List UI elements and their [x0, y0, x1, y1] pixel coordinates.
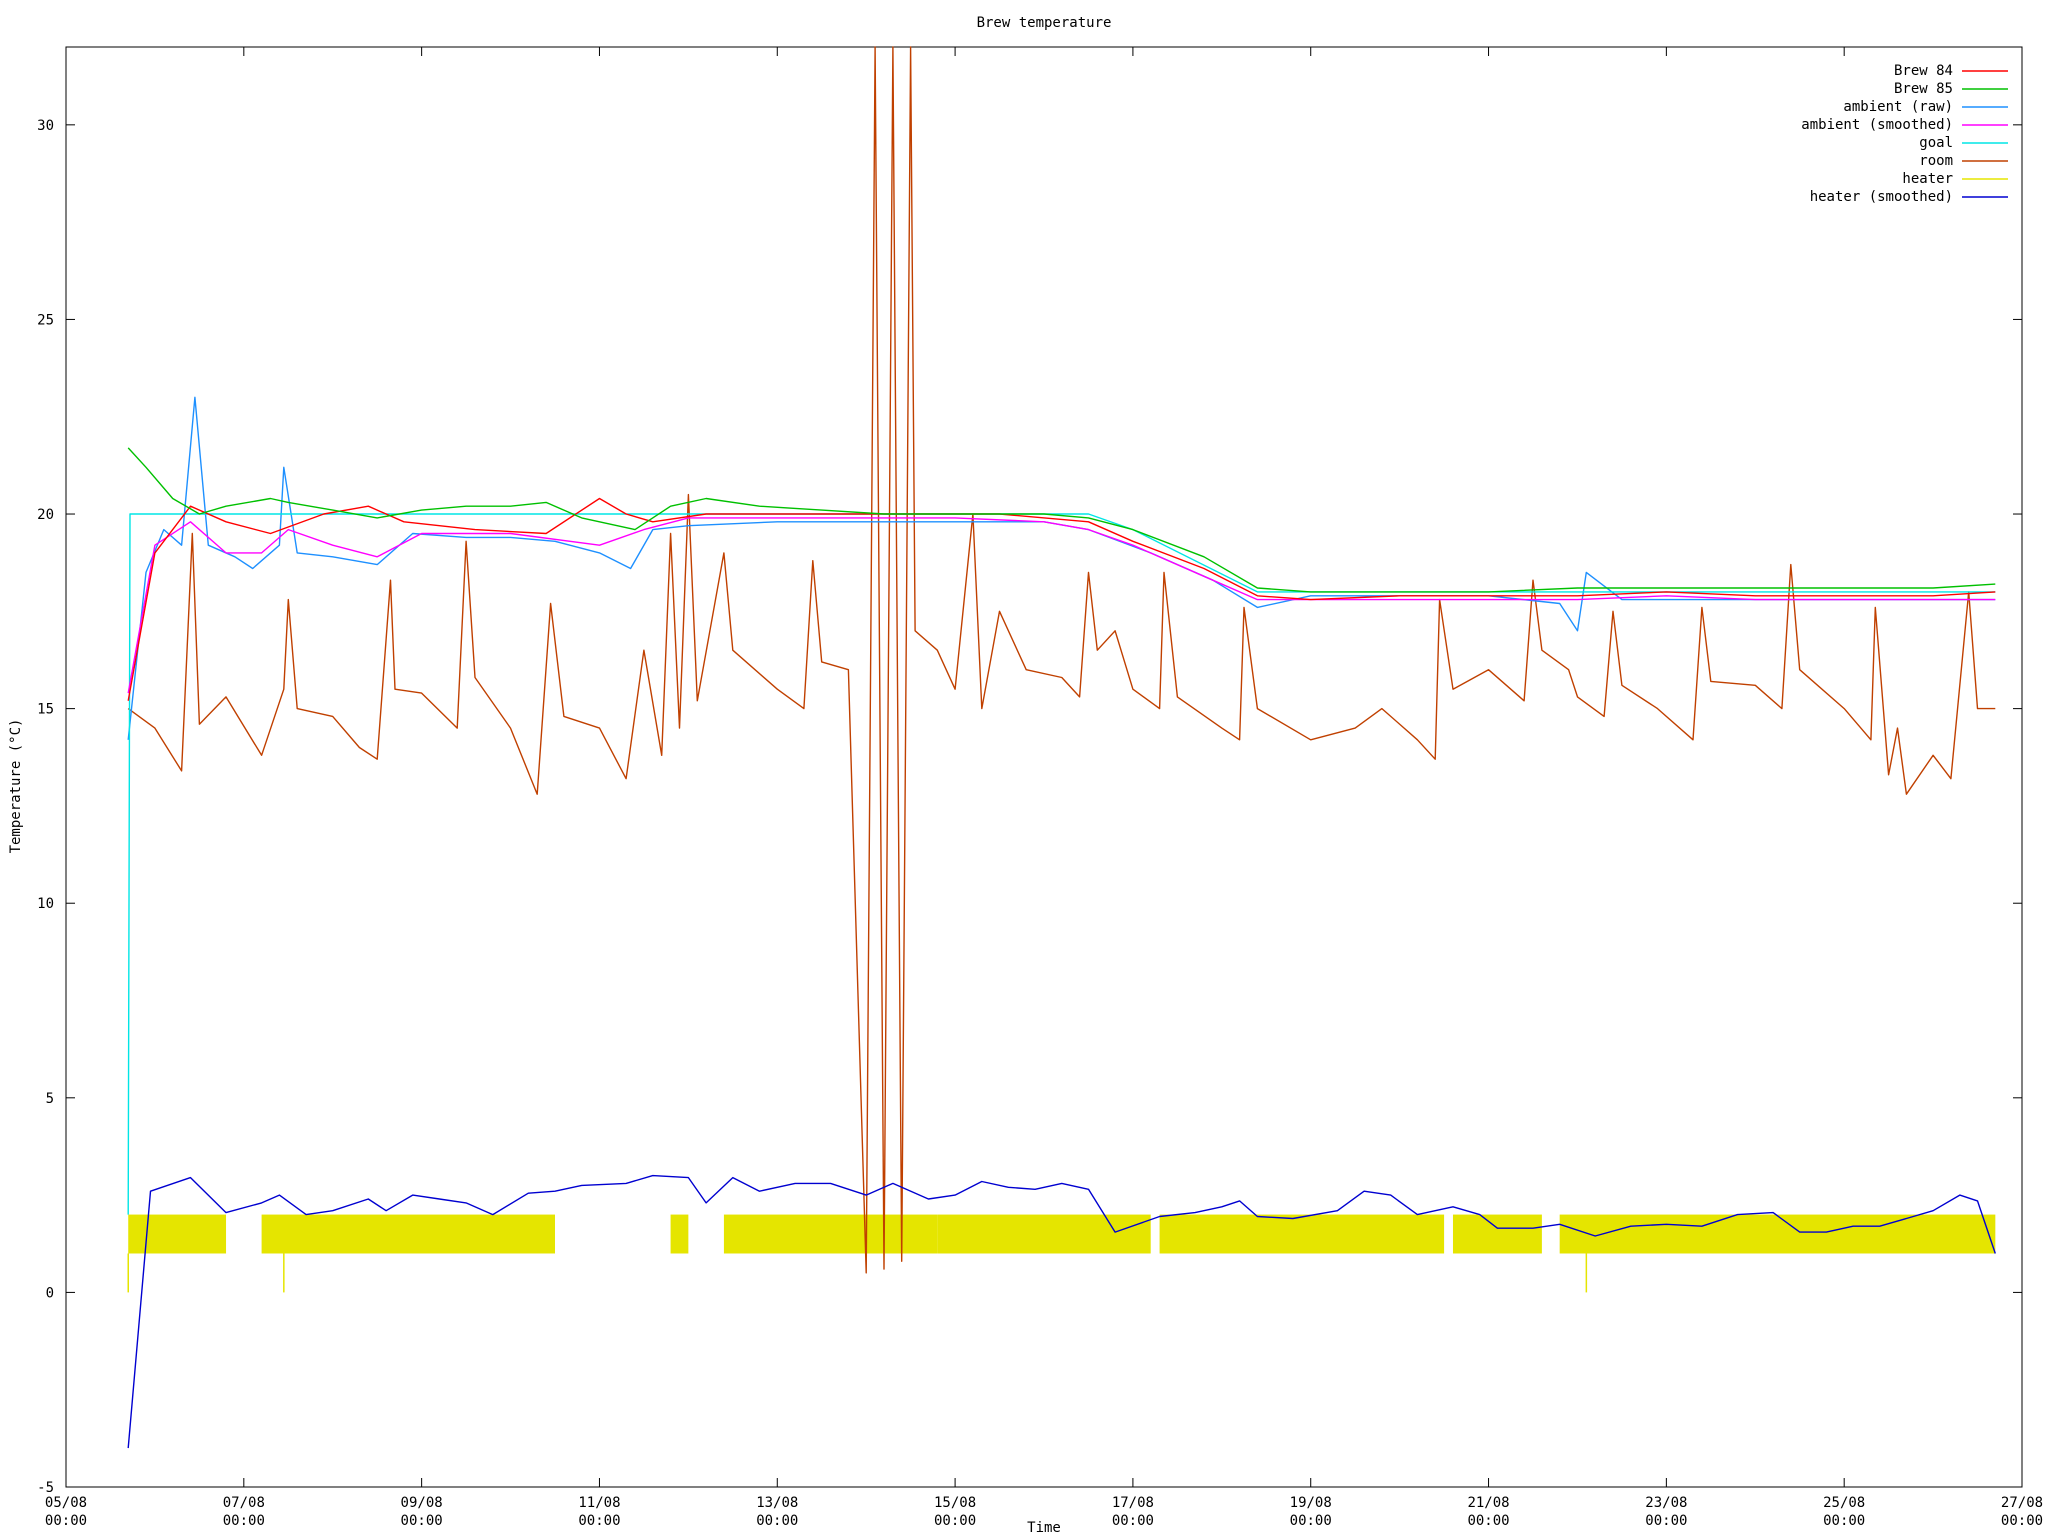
x-tick-label-date: 15/08 — [934, 1495, 976, 1511]
x-tick-label-time: 00:00 — [934, 1513, 976, 1529]
heater-band — [1559, 1214, 1996, 1254]
heater-band — [723, 1214, 938, 1254]
series-brew-84-line — [127, 497, 1996, 701]
x-tick-label-date: 19/08 — [1290, 1495, 1332, 1511]
y-tick-label: 0 — [46, 1285, 54, 1301]
heater-band — [670, 1214, 689, 1254]
x-tick-label-date: 05/08 — [45, 1495, 87, 1511]
legend-label: heater (smoothed) — [1810, 189, 1953, 205]
y-tick-label: 25 — [37, 312, 54, 328]
x-tick-label-date: 11/08 — [578, 1495, 620, 1511]
legend-label: Brew 84 — [1894, 63, 1953, 79]
x-tick-label-time: 00:00 — [45, 1513, 87, 1529]
y-axis-label: Temperature (°C) — [8, 719, 24, 854]
x-tick-label-time: 00:00 — [1645, 1513, 1687, 1529]
series-goal-line — [127, 513, 1996, 1215]
x-tick-label-date: 09/08 — [401, 1495, 443, 1511]
x-tick-label-date: 17/08 — [1112, 1495, 1154, 1511]
x-tick-label-time: 00:00 — [223, 1513, 265, 1529]
x-tick-label-time: 00:00 — [1823, 1513, 1865, 1529]
series-heater — [127, 1214, 1996, 1293]
legend-label: Brew 85 — [1894, 81, 1953, 97]
heater-band — [937, 1214, 1151, 1254]
y-tick-label: 5 — [46, 1091, 54, 1107]
heater-band — [1452, 1214, 1542, 1254]
x-tick-label-date: 13/08 — [756, 1495, 798, 1511]
x-tick-label-date: 07/08 — [223, 1495, 265, 1511]
x-tick-label-time: 00:00 — [1112, 1513, 1154, 1529]
y-tick-label: 15 — [37, 702, 54, 718]
y-tick-label: 30 — [37, 118, 54, 134]
series-room-line — [127, 46, 1996, 1274]
y-tick-label: 20 — [37, 507, 54, 523]
axis-ticks: -5 0 5 10 15 20 25 30 05/08 00:00 07/08 00:00 09/08 0… — [37, 47, 2043, 1529]
series-heater-smoothed-line — [127, 1174, 1996, 1449]
legend-label: ambient (raw) — [1843, 99, 1953, 115]
series-layer — [127, 46, 1996, 1449]
x-tick-label-date: 25/08 — [1823, 1495, 1865, 1511]
series-ambient-raw-line — [127, 396, 1996, 740]
legend-label: room — [1919, 153, 1953, 169]
x-tick-label-time: 00:00 — [401, 1513, 443, 1529]
legend-label: goal — [1919, 135, 1953, 151]
legend: Brew 84 Brew 85 ambient (raw) ambient (smoo… — [1801, 63, 2008, 205]
heater-band — [128, 1214, 227, 1254]
x-tick-label-date: 23/08 — [1645, 1495, 1687, 1511]
x-tick-label-date: 21/08 — [1467, 1495, 1509, 1511]
x-tick-label-time: 00:00 — [1290, 1513, 1332, 1529]
legend-label: heater — [1902, 171, 1953, 187]
x-tick-label-time: 00:00 — [1467, 1513, 1509, 1529]
series-ambient-smoothed-line — [127, 517, 1996, 694]
plot-area: -5 0 5 10 15 20 25 30 05/08 00:00 07/08 00:00 09/08 0… — [37, 46, 2043, 1529]
y-tick-label: 10 — [37, 896, 54, 912]
legend-label: ambient (smoothed) — [1801, 117, 1953, 133]
plot-frame — [65, 46, 2023, 1488]
y-tick-label: -5 — [37, 1480, 54, 1496]
x-tick-label-time: 00:00 — [756, 1513, 798, 1529]
x-tick-label-time: 00:00 — [578, 1513, 620, 1529]
series-brew-85-line — [127, 447, 1996, 593]
chart-title: Brew temperature — [977, 15, 1112, 31]
x-tick-label-time: 00:00 — [2001, 1513, 2043, 1529]
heater-band — [261, 1214, 555, 1254]
heater-band — [1159, 1214, 1445, 1254]
x-axis-label: Time — [1027, 1520, 1061, 1536]
x-tick-label-date: 27/08 — [2001, 1495, 2043, 1511]
